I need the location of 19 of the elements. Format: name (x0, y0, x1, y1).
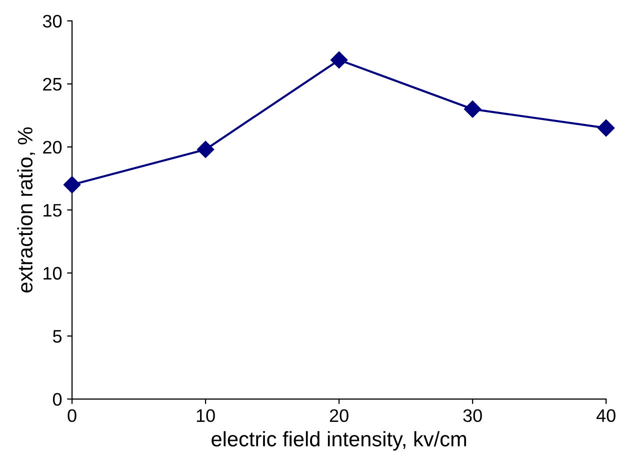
x-tick-label: 30 (463, 409, 482, 422)
x-tick-label: 40 (596, 409, 616, 422)
y-tick-label: 5 (52, 330, 62, 343)
x-tick-label: 0 (68, 409, 76, 422)
point (598, 119, 615, 137)
point (63, 176, 81, 194)
x-tick-label: 20 (330, 409, 348, 422)
y-axis-title: extraction ratio, % (17, 127, 36, 292)
y-tick-label: 30 (42, 14, 62, 28)
x-tick-label: 10 (196, 409, 215, 422)
y-tick-label: 25 (43, 78, 62, 91)
y-tick-label: 0 (52, 392, 62, 406)
point (330, 51, 348, 69)
y-tick-label: 20 (43, 140, 62, 154)
point (197, 140, 214, 158)
x-axis-title: electric field intensity, kv/cm (212, 431, 466, 451)
point (464, 100, 482, 118)
y-tick-label: 10 (44, 266, 62, 280)
y-tick-label: 15 (44, 204, 62, 217)
